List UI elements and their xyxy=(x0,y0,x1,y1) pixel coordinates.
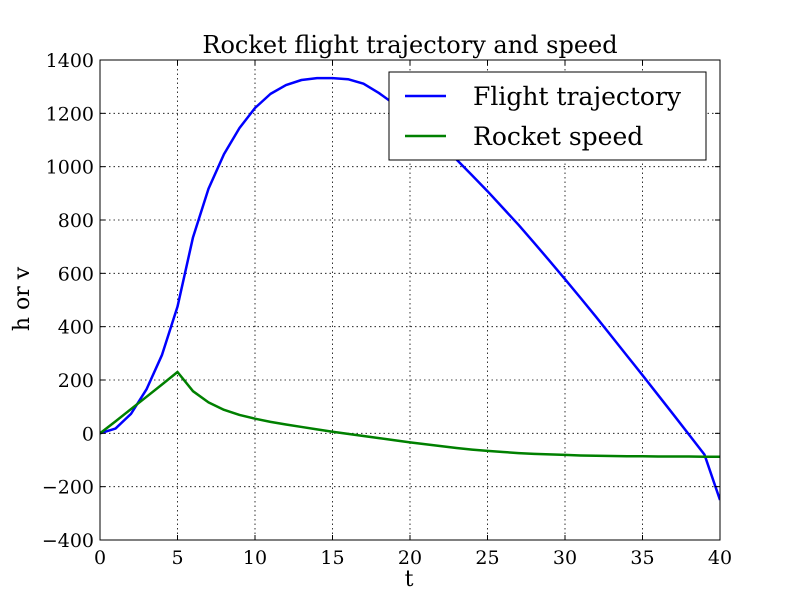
chart-title: Rocket flight trajectory and speed xyxy=(202,31,617,59)
x-tick-label: 0 xyxy=(94,547,106,569)
y-tick-label: 1400 xyxy=(46,50,94,72)
x-tick-label: 30 xyxy=(553,547,577,569)
legend-label-0: Flight trajectory xyxy=(473,82,682,111)
legend-box xyxy=(388,71,707,161)
legend: Flight trajectory Rocket speed xyxy=(388,71,707,161)
y-tick-label: 200 xyxy=(58,370,94,392)
series-line-1 xyxy=(100,370,720,459)
x-tick-label: 10 xyxy=(243,547,267,569)
y-tick-label: 1200 xyxy=(46,103,94,125)
y-tick-label: 600 xyxy=(58,263,94,285)
y-tick-label: 1000 xyxy=(46,157,94,179)
legend-label-1: Rocket speed xyxy=(473,122,643,151)
x-axis-ticks: 0 5 10 15 20 25 30 35 40 xyxy=(94,60,732,569)
x-tick-label: 40 xyxy=(708,547,732,569)
y-tick-label: 400 xyxy=(58,317,94,339)
x-tick-label: 5 xyxy=(171,547,183,569)
x-axis-label: t xyxy=(405,567,414,592)
x-tick-label: 35 xyxy=(630,547,654,569)
y-axis-ticks: −400 −200 0 200 400 600 800 1000 1200 1400 xyxy=(42,50,720,552)
y-tick-label: 0 xyxy=(82,423,94,445)
y-axis-label: h or v xyxy=(10,266,35,331)
y-tick-label: −200 xyxy=(42,477,94,499)
x-tick-label: 15 xyxy=(320,547,344,569)
x-tick-label: 20 xyxy=(398,547,422,569)
x-tick-label: 25 xyxy=(475,547,499,569)
y-tick-label: −400 xyxy=(42,530,94,552)
y-tick-label: 800 xyxy=(58,210,94,232)
